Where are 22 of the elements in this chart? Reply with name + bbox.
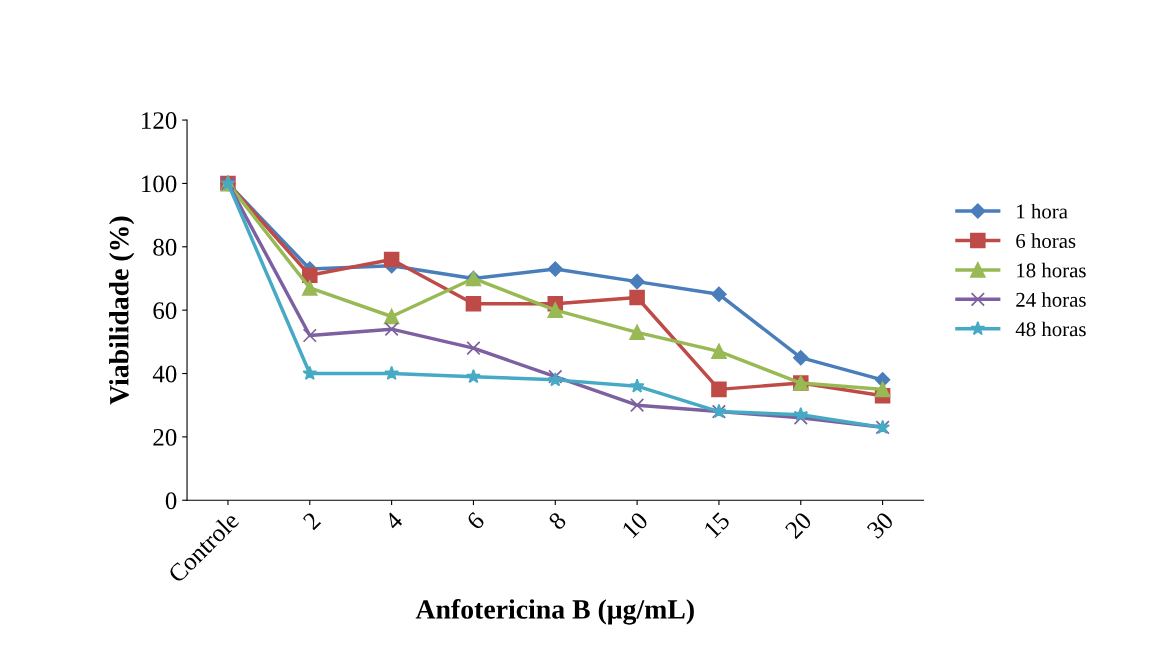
y-tick-label: 120 (142, 112, 177, 129)
x-axis-title: Anfotericina B (μg/mL) (415, 598, 694, 625)
y-tick-label: 0 (165, 492, 177, 510)
legend-label: 6 horas (1016, 233, 1076, 248)
x-tick-label: 10 (621, 511, 649, 539)
y-tick-label: 40 (152, 365, 177, 383)
x-tick-label: 2 (302, 511, 322, 531)
x-tick-label: 15 (703, 511, 731, 539)
legend-label: 1 hora (1017, 203, 1068, 219)
legend-label: 48 horas (1015, 321, 1086, 337)
y-tick-label: 60 (153, 302, 177, 320)
x-tick-label: 4 (383, 510, 404, 531)
legend-label: 24 horas (1016, 292, 1086, 307)
y-tick-label: 80 (153, 238, 177, 256)
x-tick-label: 20 (784, 511, 813, 540)
x-tick-label: 6 (465, 511, 486, 531)
y-tick-label: 100 (142, 175, 177, 193)
y-tick-label: 20 (153, 428, 177, 446)
x-tick-label: 30 (866, 511, 895, 540)
y-axis-title: Viabilidade (%) (109, 216, 135, 405)
x-tick-label: 8 (547, 511, 568, 531)
legend-label: 18 horas (1017, 262, 1086, 278)
